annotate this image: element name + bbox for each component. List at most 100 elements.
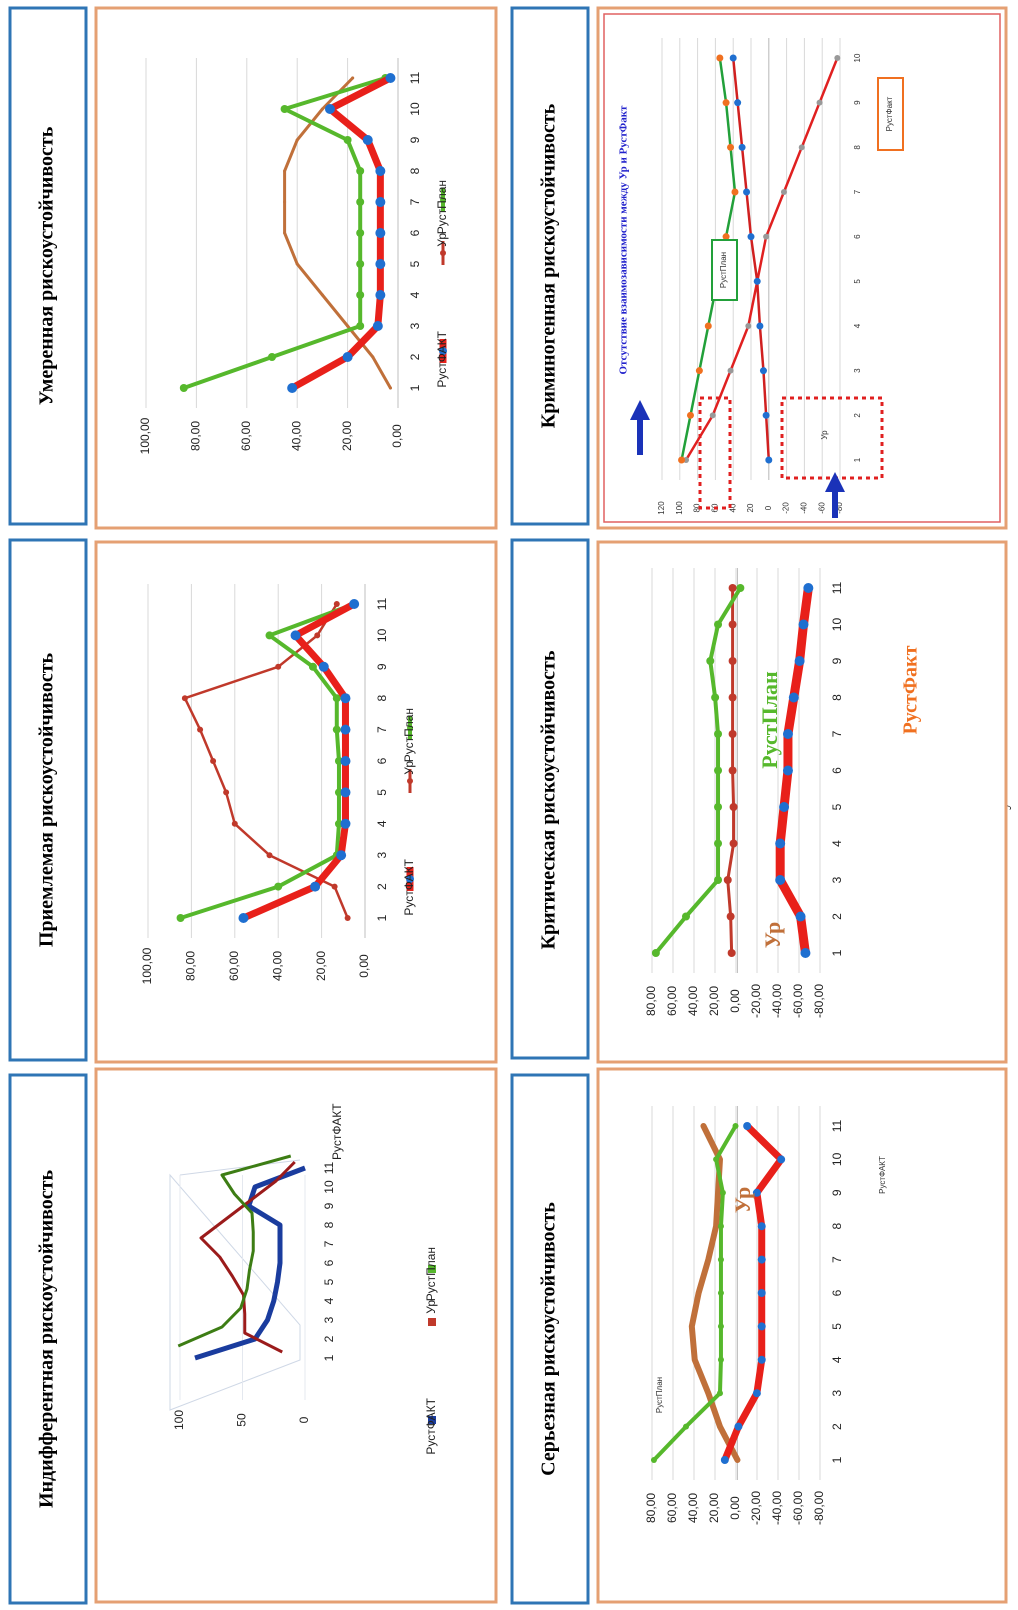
series-1-point — [331, 883, 338, 890]
x-tick-label: 6 — [408, 229, 422, 236]
chart-frame — [94, 1067, 498, 1604]
series-fact-point — [803, 583, 814, 593]
series-2-point — [356, 291, 365, 299]
x-tick-label: 9 — [375, 663, 389, 670]
y-tick-label: 0,00 — [357, 954, 371, 978]
y-tick-label: 60,00 — [227, 951, 241, 981]
y-tick-label: 40 — [728, 503, 737, 512]
series-plan-point — [714, 620, 723, 629]
title-box — [8, 1073, 88, 1605]
series-1-point — [351, 76, 355, 80]
series-ur-point — [745, 323, 752, 329]
x-tick-label: 8 — [853, 145, 862, 150]
legend-label: Ур — [435, 233, 449, 247]
y-tick-label: 80,00 — [644, 1493, 658, 1523]
series-fact-point — [757, 1322, 766, 1331]
series-0-point — [340, 756, 351, 766]
annotation-box — [711, 239, 738, 301]
y-tick-label: 40,00 — [686, 1493, 700, 1523]
series-fact-point — [779, 802, 790, 812]
x-tick-label: 6 — [853, 234, 862, 239]
x-tick-label: 8 — [830, 694, 844, 701]
series-2-point — [265, 631, 274, 640]
x-tick-label: 9 — [408, 136, 422, 143]
x-tick-label: 4 — [830, 1356, 844, 1363]
x-tick-label: 3 — [830, 876, 844, 883]
y-tick-label: 80,00 — [189, 421, 203, 451]
series-plan-point — [716, 54, 724, 62]
x-tick-label: 5 — [853, 279, 862, 284]
series-2-point — [356, 167, 365, 175]
x-tick-label: 5 — [322, 1278, 336, 1285]
x-tick-label: 5 — [830, 1323, 844, 1330]
series-2-point — [356, 322, 365, 330]
series-plan-point — [682, 1423, 689, 1430]
series-plan-point — [736, 584, 745, 592]
x-tick-label: 3 — [853, 368, 862, 373]
series-plan-point — [717, 1356, 724, 1363]
chart-frame — [596, 6, 1008, 530]
y-tick-label: 80,00 — [184, 951, 198, 981]
series-0-point — [238, 913, 249, 923]
annotation-fact: РустФАКТ — [878, 1156, 887, 1194]
series-fact-point — [756, 322, 764, 330]
series-1-point — [223, 789, 230, 796]
series-2-point — [280, 105, 289, 113]
y-tick-label: -60 — [817, 502, 826, 514]
y-tick-label: 60,00 — [665, 1493, 679, 1523]
series-plan-point — [714, 730, 723, 738]
series-2-point — [176, 914, 185, 922]
series-fact-point — [775, 838, 786, 849]
legend-swatch-point — [407, 778, 413, 784]
x-tick-label: 4 — [322, 1297, 336, 1304]
series-fact-point — [757, 1289, 766, 1297]
series-fact-point — [795, 911, 806, 922]
series-2-point — [332, 725, 341, 734]
series-fact-point — [782, 765, 793, 776]
x-tick-label: 8 — [408, 167, 422, 174]
series-1-point — [388, 386, 392, 390]
series-fact-point — [757, 1222, 766, 1231]
annotation-plan: РустПлан — [757, 671, 782, 769]
series-2-point — [268, 353, 276, 361]
series-ur-point — [728, 766, 737, 775]
y-tick-label: 40,00 — [686, 986, 700, 1016]
y-tick-label: -80,00 — [812, 984, 826, 1018]
series-plan-point — [722, 233, 730, 241]
series-fact-point — [788, 692, 799, 703]
series-0-point — [375, 259, 386, 269]
series-fact-point — [782, 729, 793, 739]
annotation-plan: РустПлан — [655, 1377, 664, 1413]
series-2-point — [179, 384, 188, 392]
series-1-point — [181, 695, 188, 702]
annotation-fact: РустФакт — [885, 96, 894, 131]
arrow-head — [825, 472, 845, 492]
series-plan-point — [714, 839, 723, 848]
series-plan-point — [731, 188, 739, 196]
y-tick-label: 40,00 — [289, 421, 303, 451]
series-plan-point — [711, 693, 720, 702]
chart-frame — [94, 540, 498, 1064]
y-tick-label: -40 — [800, 502, 809, 514]
chart-wall — [169, 1173, 301, 1411]
series-ur-point — [728, 657, 737, 665]
series-plan-point — [678, 456, 686, 464]
series-ur-point — [728, 620, 737, 629]
series-1-point — [371, 355, 375, 359]
y-tick-label: 100,00 — [140, 947, 154, 984]
annotation-ur: Ур — [760, 922, 785, 949]
x-tick-label: 8 — [375, 695, 389, 702]
y-tick-label: -40,00 — [770, 984, 784, 1018]
y-tick-label: -20,00 — [749, 984, 763, 1018]
legend-swatch-point — [440, 250, 446, 256]
series-fact-point — [775, 875, 786, 885]
series-ur-point — [729, 803, 738, 811]
title-box — [510, 6, 590, 526]
series-fact-point — [747, 233, 755, 241]
y-tick-label: 100 — [172, 1410, 186, 1430]
y-tick-label: 20,00 — [340, 421, 354, 451]
series-fact-point — [734, 1422, 743, 1431]
y-tick-label: -20,00 — [749, 1491, 763, 1525]
x-tick-label: 1 — [853, 457, 862, 462]
